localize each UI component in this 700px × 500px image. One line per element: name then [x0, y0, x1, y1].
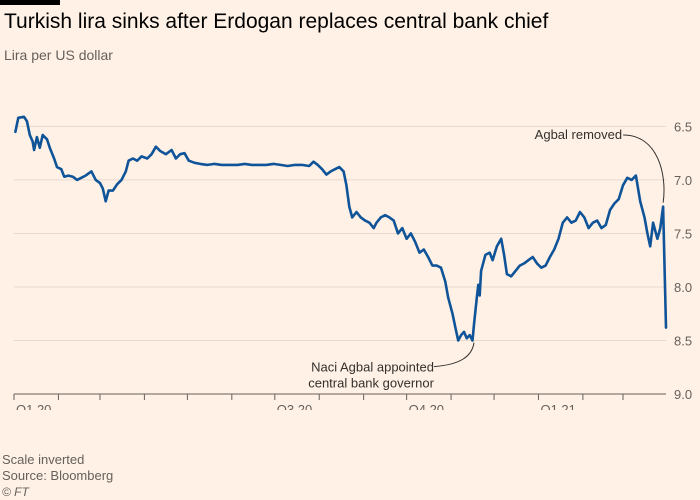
y-tick-label: 7.0 — [674, 173, 692, 188]
y-tick-label: 8.5 — [674, 333, 692, 348]
y-tick-label: 9.0 — [674, 387, 692, 402]
y-tick-label: 7.5 — [674, 226, 692, 241]
annotation-leader — [433, 342, 475, 368]
annotation-leader — [623, 134, 665, 203]
chart-title: Turkish lira sinks after Erdogan replace… — [4, 10, 549, 33]
ft-accent-bar — [0, 0, 60, 5]
series-line — [14, 115, 668, 342]
annotation-label: central bank governor — [308, 376, 434, 391]
y-tick-label: 6.5 — [674, 119, 692, 134]
annotation-label: Agbal removed — [535, 127, 622, 142]
source-note: Source: Bloomberg — [2, 468, 114, 483]
series-layer — [14, 115, 668, 342]
x-tick-label: Q4 20 — [409, 402, 444, 410]
x-tick-label: Q3 20 — [277, 402, 312, 410]
line-chart: 6.57.07.58.08.59.0 Q1 20 Q3 20 Q4 20 Q1 21 … — [13, 115, 692, 410]
y-axis: 6.5 7.0 7.5 8.0 8.5 9.0 — [674, 119, 692, 402]
annotation-label: Naci Agbal appointed — [311, 360, 434, 375]
x-tick-label: Q1 20 — [16, 402, 51, 410]
y-tick-label: 8.0 — [674, 280, 692, 295]
x-axis: Q1 20 Q3 20 Q4 20 Q1 21 — [13, 394, 624, 410]
scale-note: Scale inverted — [2, 452, 85, 467]
chart-subtitle: Lira per US dollar — [4, 47, 113, 63]
ft-credit: © FT — [2, 485, 29, 499]
x-tick-label: Q1 21 — [540, 402, 575, 410]
